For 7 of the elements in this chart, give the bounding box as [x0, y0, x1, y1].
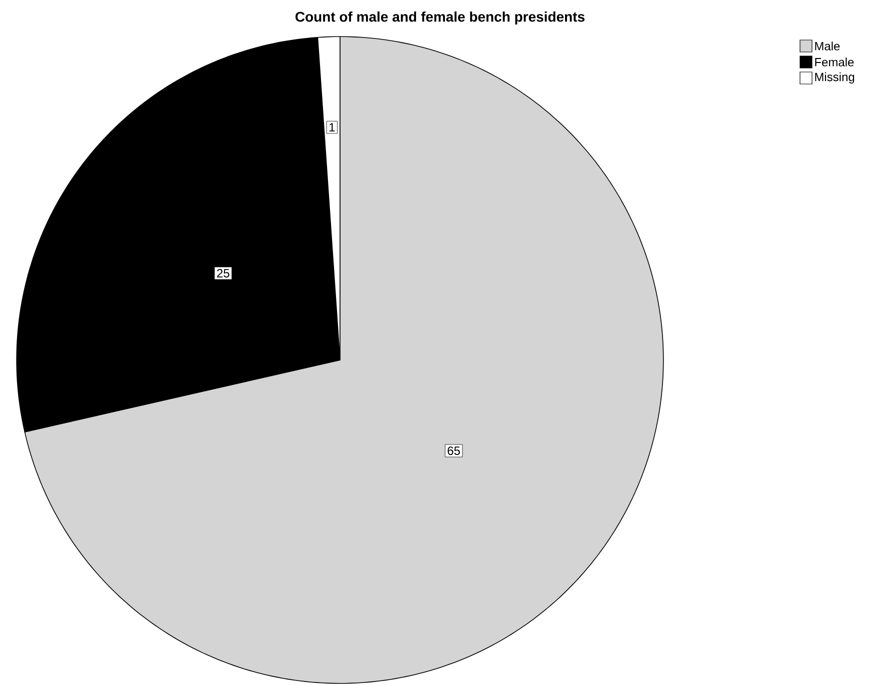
data-label: 1 [330, 123, 335, 132]
data-label: 25 [217, 268, 230, 278]
chart-title: Count of male and female bench presidents [296, 11, 584, 25]
legend-label: Female [815, 58, 854, 66]
legend-label: Missing [815, 72, 854, 84]
legend-label: Male [815, 42, 840, 50]
data-label: 65 [448, 446, 460, 455]
